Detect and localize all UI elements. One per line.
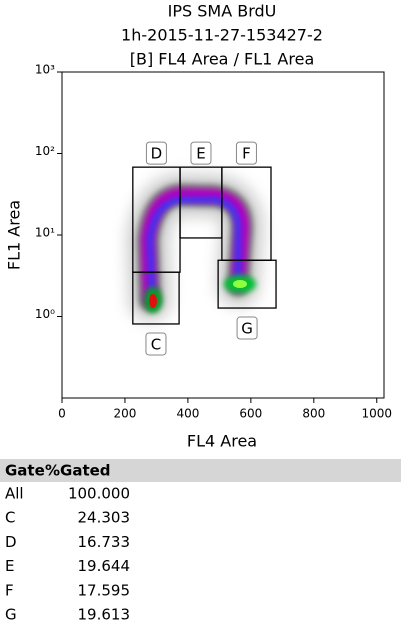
gate (217, 259, 277, 309)
gate (132, 271, 180, 325)
gate-label: D (151, 145, 163, 163)
gate-label-box (190, 141, 212, 165)
table-header: Gate (5, 462, 45, 480)
y-tick-label: 10² (35, 144, 55, 158)
x-axis-label: FL4 Area (187, 432, 257, 451)
table-gate: E (5, 557, 14, 575)
x-tick-label: 200 (113, 407, 136, 421)
table-header: %Gated (45, 462, 111, 480)
table-gate: C (5, 509, 15, 527)
table-gate: All (5, 485, 24, 503)
density-cloud (125, 172, 264, 322)
y-tick-label: 10³ (35, 63, 55, 77)
x-tick-label: 1000 (361, 407, 392, 421)
y-axis-label: FL1 Area (5, 200, 24, 270)
title-line: [B] FL4 Area / FL1 Area (130, 50, 315, 69)
gate-label-box (145, 141, 167, 165)
gate-label: E (196, 145, 205, 163)
table-value: 17.595 (78, 581, 131, 599)
table-header-band (0, 459, 401, 482)
gate-label-box (236, 316, 258, 340)
table-value: 24.303 (78, 509, 131, 527)
table-value: 100.000 (68, 485, 130, 503)
table-value: 16.733 (78, 533, 131, 551)
y-tick-label: 10¹ (35, 226, 55, 240)
gate-label-box (145, 332, 167, 356)
table-gate: G (5, 606, 17, 624)
title-line: IPS SMA BrdU (168, 2, 277, 21)
gate-label: G (241, 320, 253, 338)
gate-label-box (235, 141, 257, 165)
table-value: 19.644 (78, 557, 131, 575)
y-tick-label: 10⁰ (35, 307, 55, 321)
table-gate: D (5, 533, 17, 551)
x-tick-label: 400 (176, 407, 199, 421)
x-tick-label: 0 (58, 407, 66, 421)
gate-label: C (151, 335, 161, 353)
title-line: 1h-2015-11-27-153427-2 (121, 26, 323, 45)
x-tick-label: 800 (302, 407, 325, 421)
gate-label: F (242, 145, 251, 163)
table-gate: F (5, 581, 14, 599)
x-tick-label: 600 (239, 407, 262, 421)
table-value: 19.613 (78, 606, 131, 624)
